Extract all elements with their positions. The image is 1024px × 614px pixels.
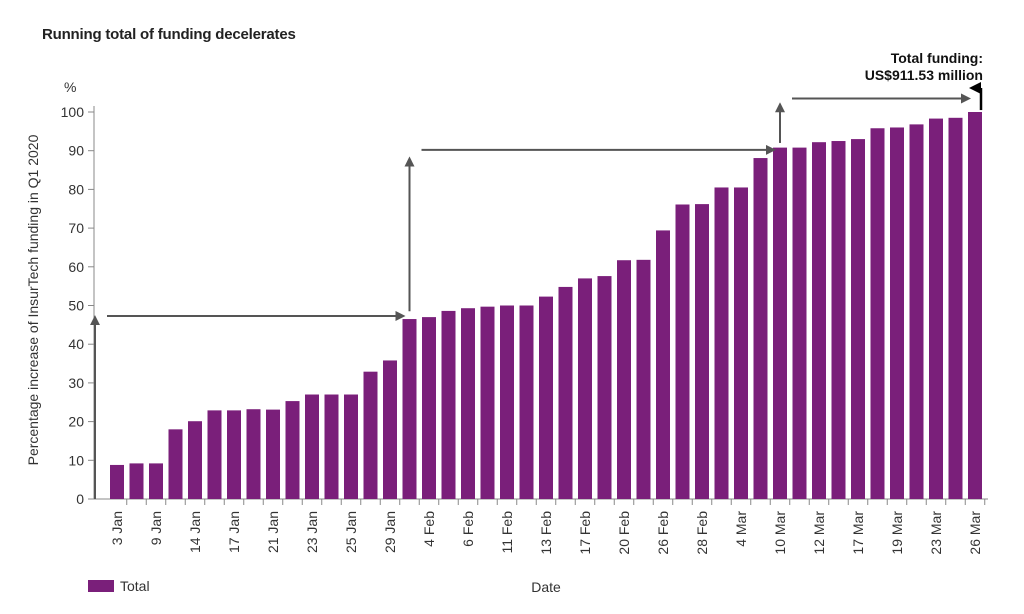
x-tick-label: 9 Jan — [148, 511, 164, 545]
x-tick-label: 26 Feb — [655, 511, 671, 555]
bar — [344, 394, 358, 499]
x-tick-label: 10 Mar — [772, 511, 788, 555]
x-tick-label: 3 Jan — [109, 511, 125, 545]
y-axis: 0 10 20 30 40 50 60 70 80 90 100 — [61, 104, 95, 507]
y-tick-label: 100 — [61, 104, 85, 120]
total-funding-annotation-line2: US$911.53 million — [865, 67, 983, 83]
x-tick-label: 4 Feb — [421, 511, 437, 547]
y-tick-label: 70 — [68, 220, 84, 236]
y-unit-label: % — [64, 79, 76, 95]
bar — [558, 286, 573, 499]
total-funding-annotation-line1: Total funding: — [891, 50, 983, 66]
bar — [207, 410, 222, 499]
bar — [773, 147, 787, 499]
bar — [402, 319, 417, 499]
x-tick-label: 4 Mar — [733, 511, 749, 547]
bar — [519, 305, 534, 499]
bar — [285, 401, 300, 499]
step-arrows — [90, 82, 983, 499]
x-tick-label: 29 Jan — [382, 511, 398, 553]
bar — [246, 409, 261, 499]
bar — [363, 371, 378, 499]
x-tick-label: 21 Jan — [265, 511, 281, 553]
bar — [461, 308, 475, 499]
bar — [617, 260, 631, 499]
bars — [110, 112, 982, 500]
x-tick-label: 25 Jan — [343, 511, 359, 553]
bar — [695, 204, 709, 499]
bar — [968, 112, 982, 499]
y-tick-label: 50 — [68, 298, 84, 314]
x-tick-label: 26 Mar — [967, 511, 983, 555]
bar — [539, 296, 553, 499]
x-tick-label: 20 Feb — [616, 511, 632, 555]
bar — [227, 410, 241, 499]
bar — [714, 187, 729, 499]
chart-title: Running total of funding decelerates — [42, 26, 296, 43]
bar — [831, 141, 846, 499]
bar — [480, 306, 495, 499]
y-axis-title: Percentage increase of InsurTech funding… — [25, 134, 41, 465]
y-tick-label: 60 — [68, 259, 84, 275]
x-tick-label: 6 Feb — [460, 511, 476, 547]
bar — [851, 139, 865, 499]
bar — [578, 278, 592, 499]
bar — [792, 147, 807, 499]
y-tick-label: 80 — [68, 181, 84, 197]
bar — [675, 204, 690, 500]
bar — [909, 124, 924, 499]
legend-swatch — [88, 580, 114, 592]
x-tick-label: 13 Feb — [538, 511, 554, 555]
y-tick-label: 20 — [68, 414, 84, 430]
bar — [597, 276, 612, 499]
y-tick-label: 30 — [68, 375, 84, 391]
x-tick-label: 14 Jan — [187, 511, 203, 553]
y-tick-label: 40 — [68, 336, 84, 352]
x-tick-label: 17 Mar — [850, 511, 866, 555]
x-axis: 3 Jan 9 Jan 14 Jan 17 Jan 21 Jan 23 Jan 25 Jan… — [94, 498, 988, 555]
bar — [441, 310, 456, 499]
x-tick-label: 17 Jan — [226, 511, 242, 553]
bar — [948, 117, 963, 500]
bar — [812, 142, 826, 499]
bar — [383, 360, 397, 499]
x-tick-label: 28 Feb — [694, 511, 710, 555]
bar — [149, 463, 163, 499]
bar — [188, 421, 202, 499]
x-tick-label: 12 Mar — [811, 511, 827, 555]
x-axis-title: Date — [531, 579, 561, 595]
x-tick-label: 23 Mar — [928, 511, 944, 555]
bar — [656, 230, 670, 499]
x-tick-label: 17 Feb — [577, 511, 593, 555]
x-tick-label: 23 Jan — [304, 511, 320, 553]
bar — [324, 394, 339, 499]
bar — [500, 305, 514, 499]
bar — [870, 128, 885, 499]
bar — [266, 409, 280, 499]
bar — [753, 158, 768, 500]
y-tick-label: 10 — [68, 452, 84, 468]
legend: Total — [88, 578, 150, 594]
bar — [636, 259, 651, 499]
x-tick-label: 19 Mar — [889, 511, 905, 555]
y-tick-label: 90 — [68, 143, 84, 159]
bar — [168, 429, 183, 499]
legend-label: Total — [120, 578, 150, 594]
y-tick-label: 0 — [76, 491, 84, 507]
bar — [929, 118, 943, 499]
bar — [110, 464, 124, 499]
bar — [305, 394, 319, 499]
bar — [422, 317, 436, 499]
bar — [890, 127, 904, 499]
x-tick-label: 11 Feb — [499, 511, 515, 554]
bar — [734, 187, 748, 499]
bar — [129, 463, 144, 499]
